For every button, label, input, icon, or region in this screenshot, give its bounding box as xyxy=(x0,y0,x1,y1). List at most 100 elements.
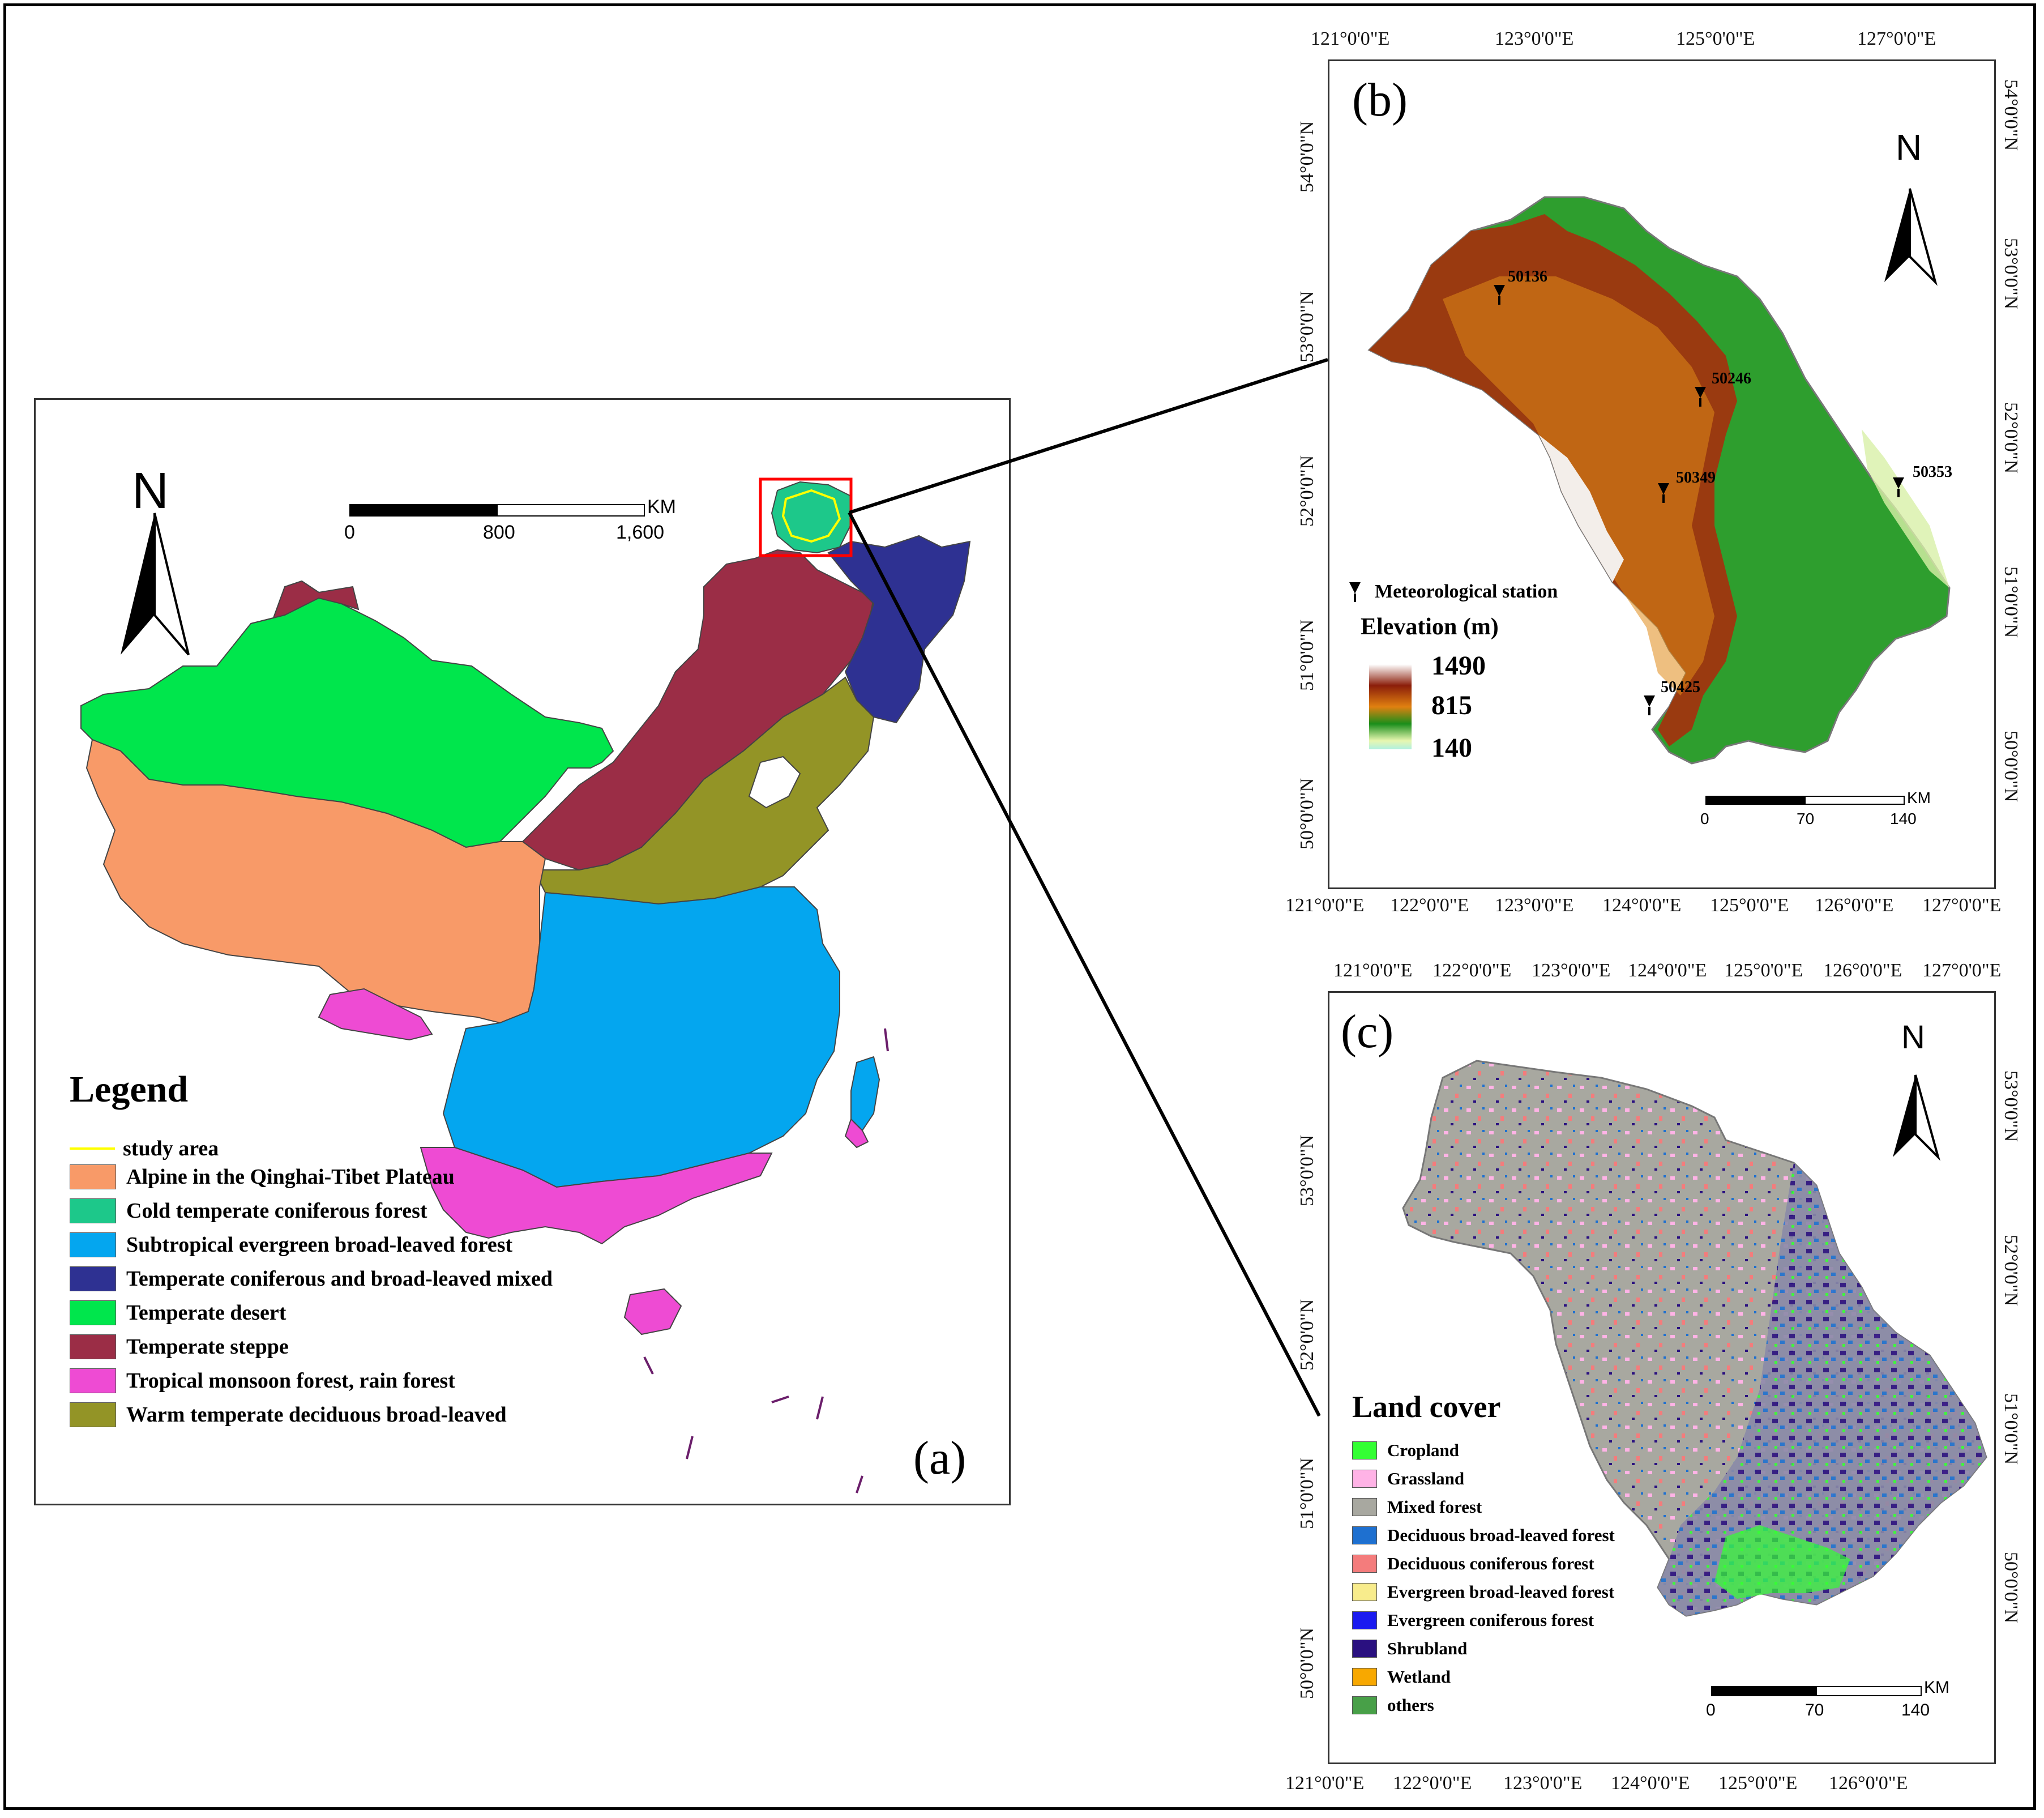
legend-c-item: others xyxy=(1352,1695,1615,1715)
scale-tick-b-0: 0 xyxy=(1700,810,1709,827)
scale-unit-a: KM xyxy=(647,496,676,518)
region-hainan xyxy=(623,1288,682,1335)
legend-a-label: Alpine in the Qinghai-Tibet Plateau xyxy=(126,1165,455,1189)
panel-b-right-tick: 51°0'0"N xyxy=(2000,566,2021,638)
legend-c-label: others xyxy=(1387,1695,1434,1715)
legend-c-label: Grassland xyxy=(1387,1469,1465,1488)
panel-c-bottom-tick: 123°0'0"E xyxy=(1503,1773,1583,1794)
legend-list-c: Cropland Grassland Mixed forest Deciduous b… xyxy=(1352,1440,1615,1723)
elevation-legend-title: Elevation (m) xyxy=(1361,614,1499,640)
bohai-sea xyxy=(748,756,801,809)
legend-a-label: Cold temperate coniferous forest xyxy=(126,1199,427,1223)
north-arrow-b xyxy=(1884,188,1938,286)
panel-b-elevation-map: (b) N 50136 50246 50349 50353 50425 Mete… xyxy=(1328,59,1996,889)
scale-tick-c-0: 0 xyxy=(1706,1701,1716,1719)
station-label-50136: 50136 xyxy=(1508,268,1547,285)
legend-c-swatch xyxy=(1352,1441,1377,1459)
panel-c-land-cover-map: (c) N Land cover Cropland Grassland Mixed … xyxy=(1328,991,1996,1764)
legend-c-label: Deciduous broad-leaved forest xyxy=(1387,1525,1615,1545)
region-taiwan xyxy=(850,1056,880,1132)
panel-b-top-tick: 127°0'0"E xyxy=(1857,28,1936,49)
high-plateau-zone xyxy=(1539,435,1624,582)
study-area-line-swatch xyxy=(70,1147,115,1150)
panel-c-bottom-tick: 124°0'0"E xyxy=(1611,1773,1690,1794)
land-cover-map xyxy=(1402,1060,1987,1696)
scale-tick-b-2: 140 xyxy=(1890,810,1917,827)
legend-a-swatch xyxy=(70,1368,116,1393)
panel-b-right-tick: 54°0'0"N xyxy=(2000,79,2021,151)
panel-label-c: (c) xyxy=(1341,1005,1394,1058)
panel-c-top-tick: 121°0'0"E xyxy=(1333,960,1413,981)
study-area-outline xyxy=(781,489,841,543)
panel-c-bottom-tick: 121°0'0"E xyxy=(1285,1773,1365,1794)
panel-b-bottom-tick: 125°0'0"E xyxy=(1710,895,1789,916)
legend-a-swatch xyxy=(70,1232,116,1257)
east-shrubland-zone xyxy=(1658,1163,1986,1616)
legend-a-item: Tropical monsoon forest, rain forest xyxy=(70,1368,553,1393)
panel-c-right-tick: 50°0'0"N xyxy=(2000,1552,2021,1624)
legend-c-swatch xyxy=(1352,1526,1377,1544)
panel-c-top-tick: 126°0'0"E xyxy=(1823,960,1902,981)
panel-b-bottom-tick: 124°0'0"E xyxy=(1602,895,1682,916)
scale-bar-c xyxy=(1711,1686,1922,1696)
legend-title-a: Legend xyxy=(70,1069,189,1110)
legend-a-label: Temperate steppe xyxy=(126,1335,289,1359)
scale-tick-b-1: 70 xyxy=(1797,810,1815,827)
panel-c-left-tick: 51°0'0"N xyxy=(1297,1457,1318,1529)
scale-bar-a xyxy=(349,504,645,517)
legend-c-label: Wetland xyxy=(1387,1667,1451,1687)
legend-c-item: Evergreen coniferous forest xyxy=(1352,1610,1615,1631)
elevation-min: 140 xyxy=(1431,733,1472,763)
legend-c-label: Evergreen broad-leaved forest xyxy=(1387,1582,1615,1602)
panel-c-bottom-tick: 126°0'0"E xyxy=(1829,1773,1908,1794)
panel-b-right-tick: 50°0'0"N xyxy=(2000,731,2021,803)
panel-b-right-tick: 52°0'0"N xyxy=(2000,402,2021,474)
elevation-map xyxy=(1349,188,1951,805)
legend-c-item: Wetland xyxy=(1352,1667,1615,1687)
panel-c-top-tick: 124°0'0"E xyxy=(1628,960,1707,981)
station-50349 xyxy=(1658,483,1669,503)
legend-a-swatch xyxy=(70,1198,116,1223)
region-tropical-monsoon xyxy=(420,1147,773,1245)
scale-tick-a-0: 0 xyxy=(344,522,355,543)
legend-c-swatch xyxy=(1352,1470,1377,1488)
legend-c-label: Evergreen coniferous forest xyxy=(1387,1610,1594,1630)
station-markers xyxy=(1349,285,1904,715)
station-label-50246: 50246 xyxy=(1712,370,1751,387)
legend-c-swatch xyxy=(1352,1696,1377,1714)
legend-study-area: study area xyxy=(70,1136,219,1161)
station-label-50425: 50425 xyxy=(1661,678,1700,696)
panel-b-left-tick: 53°0'0"N xyxy=(1297,291,1318,362)
legend-study-area-label: study area xyxy=(123,1137,219,1160)
panel-c-right-tick: 51°0'0"N xyxy=(2000,1393,2021,1465)
station-50353 xyxy=(1893,477,1904,497)
legend-c-item: Evergreen broad-leaved forest xyxy=(1352,1582,1615,1602)
legend-c-item: Grassland xyxy=(1352,1469,1615,1489)
lowland-zone xyxy=(1862,429,1949,588)
legend-a-swatch xyxy=(70,1164,116,1189)
panel-b-bottom-tick: 123°0'0"E xyxy=(1495,895,1574,916)
panel-c-top-tick: 123°0'0"E xyxy=(1532,960,1611,981)
legend-c-item: Deciduous broad-leaved forest xyxy=(1352,1525,1615,1546)
legend-c-label: Shrubland xyxy=(1387,1638,1468,1658)
panel-c-left-tick: 53°0'0"N xyxy=(1297,1134,1318,1206)
panel-b-left-tick: 52°0'0"N xyxy=(1297,455,1318,527)
station-50425 xyxy=(1644,695,1655,715)
station-legend-label: Meteorological station xyxy=(1375,581,1558,602)
panel-b-bottom-tick: 127°0'0"E xyxy=(1922,895,2002,916)
north-arrow-c xyxy=(1893,1074,1940,1161)
cropland-south-zone xyxy=(1714,1525,1850,1599)
legend-a-item: Temperate coniferous and broad-leaved mi… xyxy=(70,1266,553,1291)
scale-bar-b xyxy=(1705,796,1905,805)
station-label-50349: 50349 xyxy=(1676,469,1716,486)
legend-a-item: Temperate desert xyxy=(70,1300,553,1325)
scale-tick-c-2: 140 xyxy=(1901,1701,1930,1719)
scale-tick-a-1: 800 xyxy=(483,522,515,543)
scale-tick-a-2: 1,600 xyxy=(616,522,665,543)
panel-b-left-tick: 50°0'0"N xyxy=(1297,778,1318,850)
legend-a-swatch xyxy=(70,1334,116,1359)
legend-a-swatch xyxy=(70,1300,116,1325)
panel-b-top-tick: 121°0'0"E xyxy=(1311,28,1390,49)
legend-a-label: Temperate desert xyxy=(126,1301,286,1325)
legend-c-item: Deciduous coniferous forest xyxy=(1352,1554,1615,1574)
